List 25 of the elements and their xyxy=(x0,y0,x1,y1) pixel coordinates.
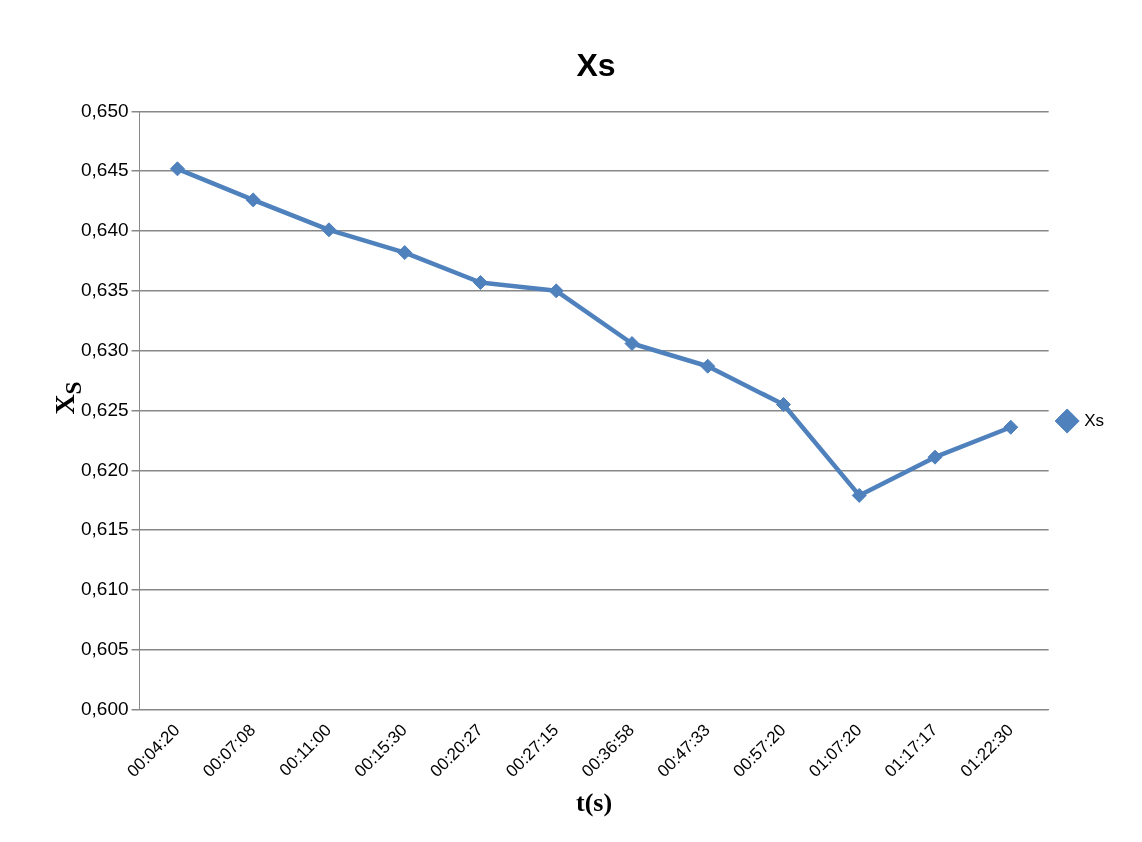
y-tick-label: 0,635 xyxy=(81,279,129,301)
point xyxy=(548,283,564,299)
y-tick-label: 0,620 xyxy=(81,458,129,480)
y-tick-label: 0,615 xyxy=(81,518,129,540)
y-tick-label: 0,640 xyxy=(81,219,129,241)
y-tick-label: 0,610 xyxy=(81,578,129,600)
y-tick-label: 0,650 xyxy=(81,99,129,121)
point xyxy=(321,222,337,238)
y-tick-label: 0,600 xyxy=(81,697,129,719)
point xyxy=(472,274,488,290)
point xyxy=(927,449,943,465)
point xyxy=(851,487,867,503)
chart-title: Xs xyxy=(576,47,616,84)
legend-label: Xs xyxy=(1084,410,1104,430)
point xyxy=(245,192,261,208)
x-axis-title: t(s) xyxy=(576,788,613,818)
y-tick-label: 0,630 xyxy=(81,338,129,360)
point xyxy=(169,161,185,177)
point xyxy=(624,336,640,351)
point xyxy=(1003,419,1019,435)
point xyxy=(700,358,716,374)
point xyxy=(397,245,413,261)
y-tick-label: 0,645 xyxy=(81,159,129,181)
y-tick-label: 0,605 xyxy=(81,638,129,659)
point xyxy=(776,397,791,413)
